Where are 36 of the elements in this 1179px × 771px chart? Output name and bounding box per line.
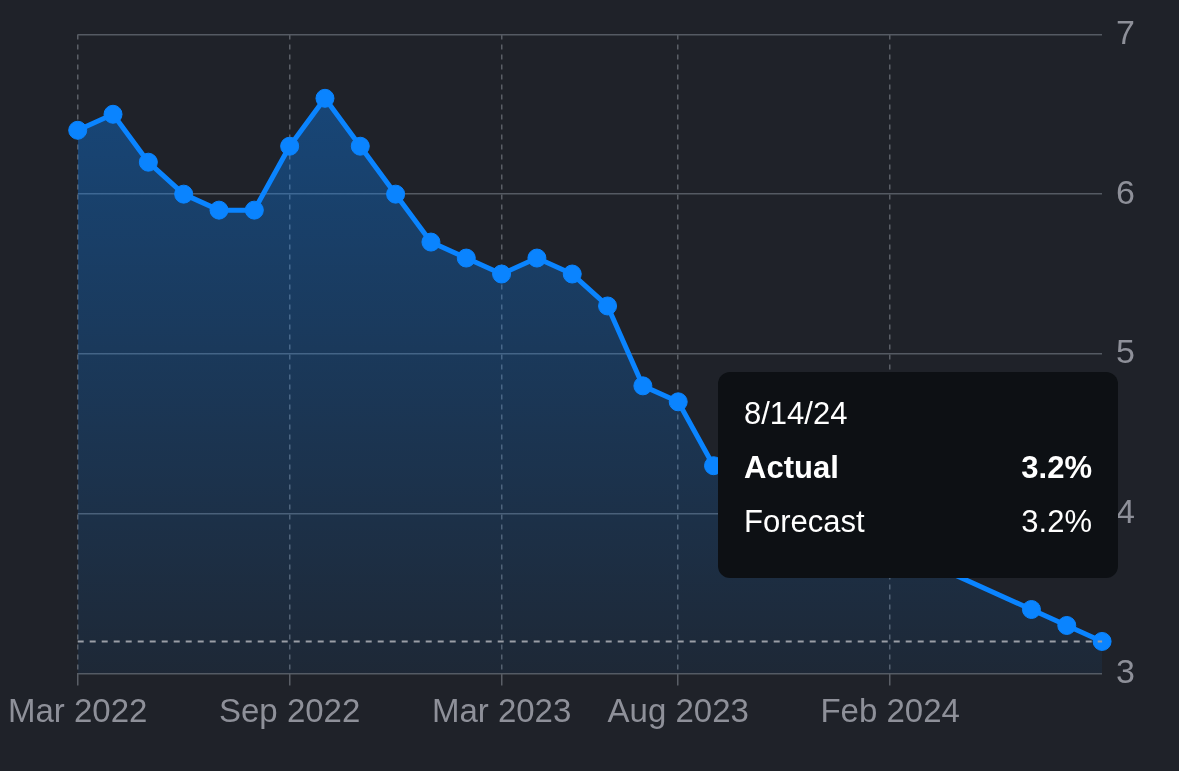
annotation: 3.2% — [1021, 504, 1092, 540]
point — [103, 104, 123, 124]
annotation: Forecast — [744, 504, 865, 540]
point — [598, 296, 618, 316]
point — [527, 248, 547, 268]
x-tick-label: Feb 2024 — [820, 692, 960, 730]
y-tick-label: 3 — [1116, 651, 1136, 690]
point — [68, 120, 88, 140]
point — [350, 136, 370, 156]
y-tick-label: 6 — [1116, 172, 1136, 211]
y-tick-label: 7 — [1116, 12, 1136, 51]
y-tick-label: 4 — [1116, 492, 1136, 531]
point — [174, 184, 194, 204]
annotation: 8/14/24 — [744, 396, 849, 432]
x-tick-label: Mar 2023 — [431, 692, 572, 730]
point — [1092, 631, 1112, 651]
annotation: Actual — [744, 450, 839, 486]
point — [421, 232, 441, 252]
x-tick-label: Sep 2022 — [218, 692, 361, 730]
y-tick-label: 5 — [1116, 332, 1136, 371]
point — [456, 248, 476, 268]
point — [209, 200, 229, 220]
point — [280, 136, 300, 156]
x-tick-label: Aug 2023 — [607, 692, 749, 730]
point — [562, 264, 582, 284]
point — [244, 200, 264, 220]
point — [315, 88, 335, 108]
point — [1057, 615, 1077, 635]
point — [138, 152, 158, 172]
annotation: 3.2% — [1021, 450, 1092, 486]
point — [633, 376, 653, 396]
point — [1021, 600, 1041, 619]
point — [492, 264, 512, 284]
point — [668, 392, 688, 412]
point — [386, 184, 406, 204]
x-tick-label: Mar 2022 — [8, 692, 148, 730]
